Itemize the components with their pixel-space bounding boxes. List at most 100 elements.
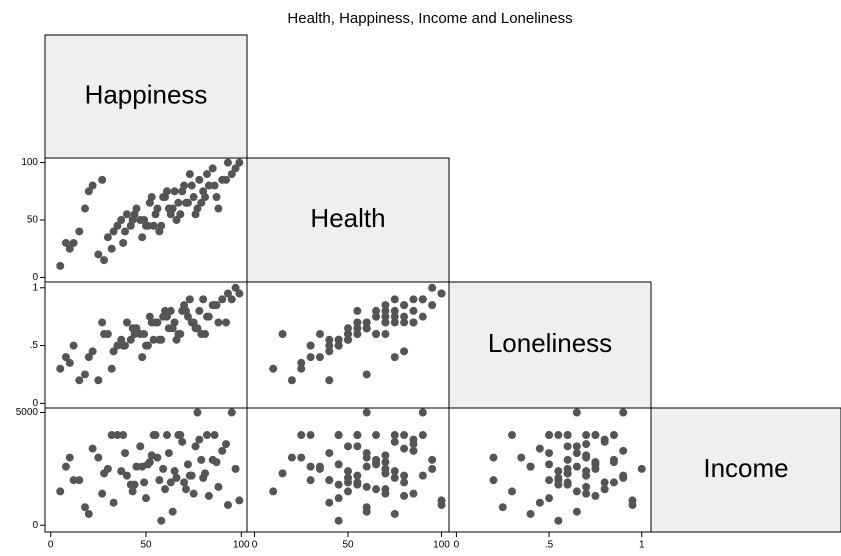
point <box>372 312 381 321</box>
x-tick-label: .5 <box>545 540 554 551</box>
point <box>344 324 352 333</box>
point <box>199 295 208 304</box>
point <box>545 460 554 469</box>
point <box>600 437 609 446</box>
point <box>65 244 74 253</box>
point <box>109 498 118 507</box>
point <box>218 295 227 304</box>
point <box>334 341 343 350</box>
point <box>572 507 581 516</box>
point <box>117 216 126 224</box>
point <box>418 295 427 304</box>
point <box>390 312 399 321</box>
point <box>149 335 158 344</box>
point <box>122 318 131 327</box>
point <box>162 431 171 440</box>
point <box>353 442 362 451</box>
point <box>161 485 170 494</box>
point <box>119 238 128 247</box>
point <box>619 446 628 455</box>
point <box>140 330 149 339</box>
point <box>381 330 390 339</box>
point <box>315 330 324 339</box>
point <box>65 358 74 367</box>
point <box>136 442 145 451</box>
point <box>526 509 535 518</box>
point <box>159 193 168 202</box>
point <box>222 175 231 184</box>
y-tick-label: 0 <box>32 398 38 409</box>
point <box>197 455 206 464</box>
point <box>344 487 352 496</box>
point <box>227 295 236 304</box>
point <box>189 193 198 202</box>
point <box>193 408 202 417</box>
point <box>409 306 418 315</box>
x-tick-label: 0 <box>48 540 54 551</box>
point <box>306 341 315 350</box>
point <box>362 507 371 516</box>
point <box>149 221 158 230</box>
point <box>344 335 352 344</box>
variable-label: Income <box>703 453 788 483</box>
point <box>526 462 535 471</box>
point <box>174 198 183 207</box>
point <box>572 487 581 496</box>
point <box>582 453 591 462</box>
point <box>107 244 116 253</box>
point <box>65 453 74 462</box>
point <box>208 164 217 173</box>
point <box>222 440 231 449</box>
point <box>153 318 162 327</box>
panel <box>44 407 248 533</box>
point <box>147 318 156 327</box>
point <box>214 204 223 213</box>
point <box>185 295 194 304</box>
point <box>204 491 213 500</box>
point <box>189 489 198 498</box>
x-tick-label: 100 <box>233 540 250 551</box>
point <box>202 170 211 179</box>
point <box>113 341 122 350</box>
point <box>121 341 130 350</box>
point <box>132 462 141 471</box>
point <box>138 233 147 242</box>
point <box>418 408 427 417</box>
point <box>508 487 517 496</box>
point <box>170 467 179 476</box>
point <box>535 444 544 453</box>
point <box>325 498 334 507</box>
point <box>142 494 150 503</box>
point <box>334 516 343 525</box>
point <box>164 449 173 458</box>
point <box>428 301 437 310</box>
point <box>113 221 122 230</box>
point <box>168 204 177 213</box>
point <box>122 210 131 219</box>
point <box>214 482 223 491</box>
point <box>117 335 126 344</box>
point <box>334 480 343 489</box>
point <box>180 478 189 487</box>
point <box>210 301 219 310</box>
point <box>182 485 191 494</box>
point <box>390 467 399 476</box>
point <box>128 487 137 496</box>
point <box>418 471 427 480</box>
point <box>381 451 390 460</box>
point <box>325 476 334 485</box>
point <box>390 509 399 518</box>
point <box>278 330 287 339</box>
point <box>172 216 181 224</box>
point <box>269 364 278 373</box>
point <box>381 306 390 315</box>
point <box>117 467 126 476</box>
x-tick-label: 50 <box>342 540 354 551</box>
y-tick-label: 0 <box>32 272 38 283</box>
y-tick-label: .5 <box>30 340 39 351</box>
point <box>183 460 192 469</box>
point <box>637 464 646 473</box>
point <box>409 489 418 498</box>
point <box>498 503 507 512</box>
x-tick-label: 50 <box>140 540 152 551</box>
